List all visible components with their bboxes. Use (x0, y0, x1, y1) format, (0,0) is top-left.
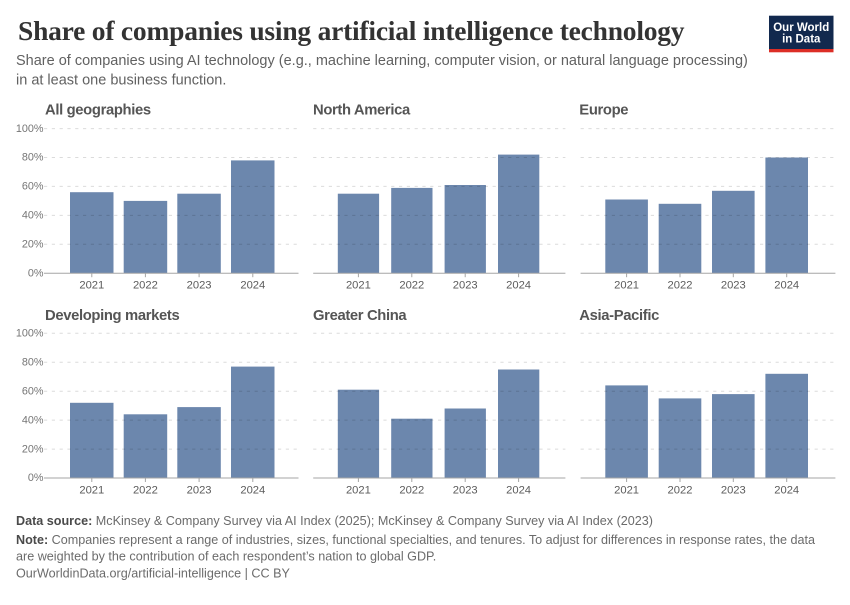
svg-text:60%: 60% (22, 385, 44, 397)
svg-text:80%: 80% (22, 152, 44, 164)
svg-text:2022: 2022 (668, 485, 693, 497)
svg-text:0%: 0% (28, 472, 44, 484)
svg-text:2022: 2022 (399, 485, 424, 497)
svg-text:20%: 20% (22, 239, 44, 251)
svg-text:2024: 2024 (506, 280, 531, 292)
svg-text:are weighted by the contributi: are weighted by the contribution of each… (16, 550, 436, 564)
svg-text:Asia-Pacific: Asia-Pacific (579, 308, 659, 324)
svg-text:2022: 2022 (668, 280, 693, 292)
svg-text:2023: 2023 (721, 485, 746, 497)
svg-text:2022: 2022 (399, 280, 424, 292)
svg-text:2021: 2021 (346, 485, 371, 497)
svg-text:Developing markets: Developing markets (45, 308, 179, 324)
svg-text:2024: 2024 (774, 280, 799, 292)
svg-text:in Data: in Data (782, 33, 821, 45)
svg-text:Note: Companies represent a ra: Note: Companies represent a range of ind… (16, 533, 815, 547)
svg-text:0%: 0% (28, 267, 44, 279)
svg-text:Greater China: Greater China (313, 308, 407, 324)
svg-text:Share of companies using artif: Share of companies using artificial inte… (18, 15, 685, 46)
svg-text:2023: 2023 (453, 280, 478, 292)
svg-text:2021: 2021 (346, 280, 371, 292)
svg-text:2023: 2023 (721, 280, 746, 292)
svg-text:100%: 100% (16, 328, 44, 340)
svg-text:2022: 2022 (133, 280, 158, 292)
svg-text:2024: 2024 (506, 485, 531, 497)
svg-text:40%: 40% (22, 414, 44, 426)
svg-text:2023: 2023 (453, 485, 478, 497)
svg-text:OurWorldinData.org/artificial-: OurWorldinData.org/artificial-intelligen… (16, 567, 291, 581)
svg-text:100%: 100% (16, 123, 44, 135)
svg-text:2021: 2021 (614, 485, 639, 497)
svg-text:2024: 2024 (240, 280, 265, 292)
svg-text:Europe: Europe (579, 103, 628, 119)
svg-text:North America: North America (313, 103, 411, 119)
svg-text:Share of companies using AI te: Share of companies using AI technology (… (16, 53, 748, 69)
svg-text:2023: 2023 (187, 485, 212, 497)
svg-text:80%: 80% (22, 356, 44, 368)
svg-text:2022: 2022 (133, 485, 158, 497)
svg-text:Data source: McKinsey & Compan: Data source: McKinsey & Company Survey v… (16, 514, 653, 528)
svg-text:Our World: Our World (773, 22, 829, 34)
svg-text:40%: 40% (22, 210, 44, 222)
svg-text:2023: 2023 (187, 280, 212, 292)
svg-text:All geographies: All geographies (45, 103, 151, 119)
svg-text:20%: 20% (22, 443, 44, 455)
svg-text:in at least one business funct: in at least one business function. (16, 73, 226, 89)
svg-text:2024: 2024 (240, 485, 265, 497)
svg-text:60%: 60% (22, 181, 44, 193)
svg-text:2021: 2021 (614, 280, 639, 292)
svg-text:2021: 2021 (79, 280, 104, 292)
svg-text:2021: 2021 (79, 485, 104, 497)
svg-text:2024: 2024 (774, 485, 799, 497)
